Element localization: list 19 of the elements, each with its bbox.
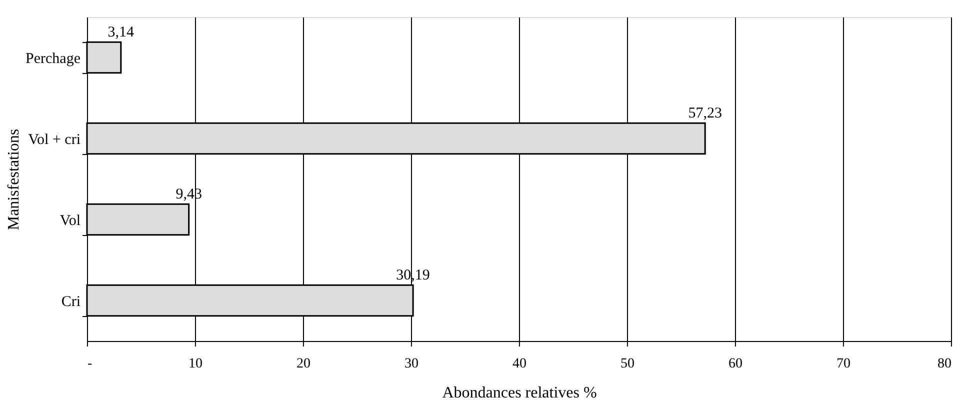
x-tick-label: 10 (188, 356, 202, 372)
x-tick-label: 50 (620, 356, 634, 372)
bar (86, 203, 190, 236)
x-tick-label: 20 (296, 356, 310, 372)
y-tick-label: Vol (60, 213, 80, 229)
x-tick-label: 70 (836, 356, 850, 372)
y-tick-label: Vol + cri (28, 132, 80, 148)
y-tick-label: Perchage (26, 51, 81, 67)
y-tick-label: Cri (61, 294, 80, 310)
x-tick-label: 80 (938, 356, 952, 372)
x-axis-title: Abondances relatives % (442, 384, 597, 402)
data-label: 57,23 (688, 106, 722, 122)
x-tick-label: 40 (512, 356, 526, 372)
x-tick-label: - (88, 356, 92, 372)
x-tick-label: 60 (728, 356, 742, 372)
data-label: 3,14 (108, 24, 135, 40)
x-tick-label: 30 (404, 356, 418, 372)
y-axis-title: Manisfestations (6, 128, 23, 230)
bar (86, 41, 122, 74)
